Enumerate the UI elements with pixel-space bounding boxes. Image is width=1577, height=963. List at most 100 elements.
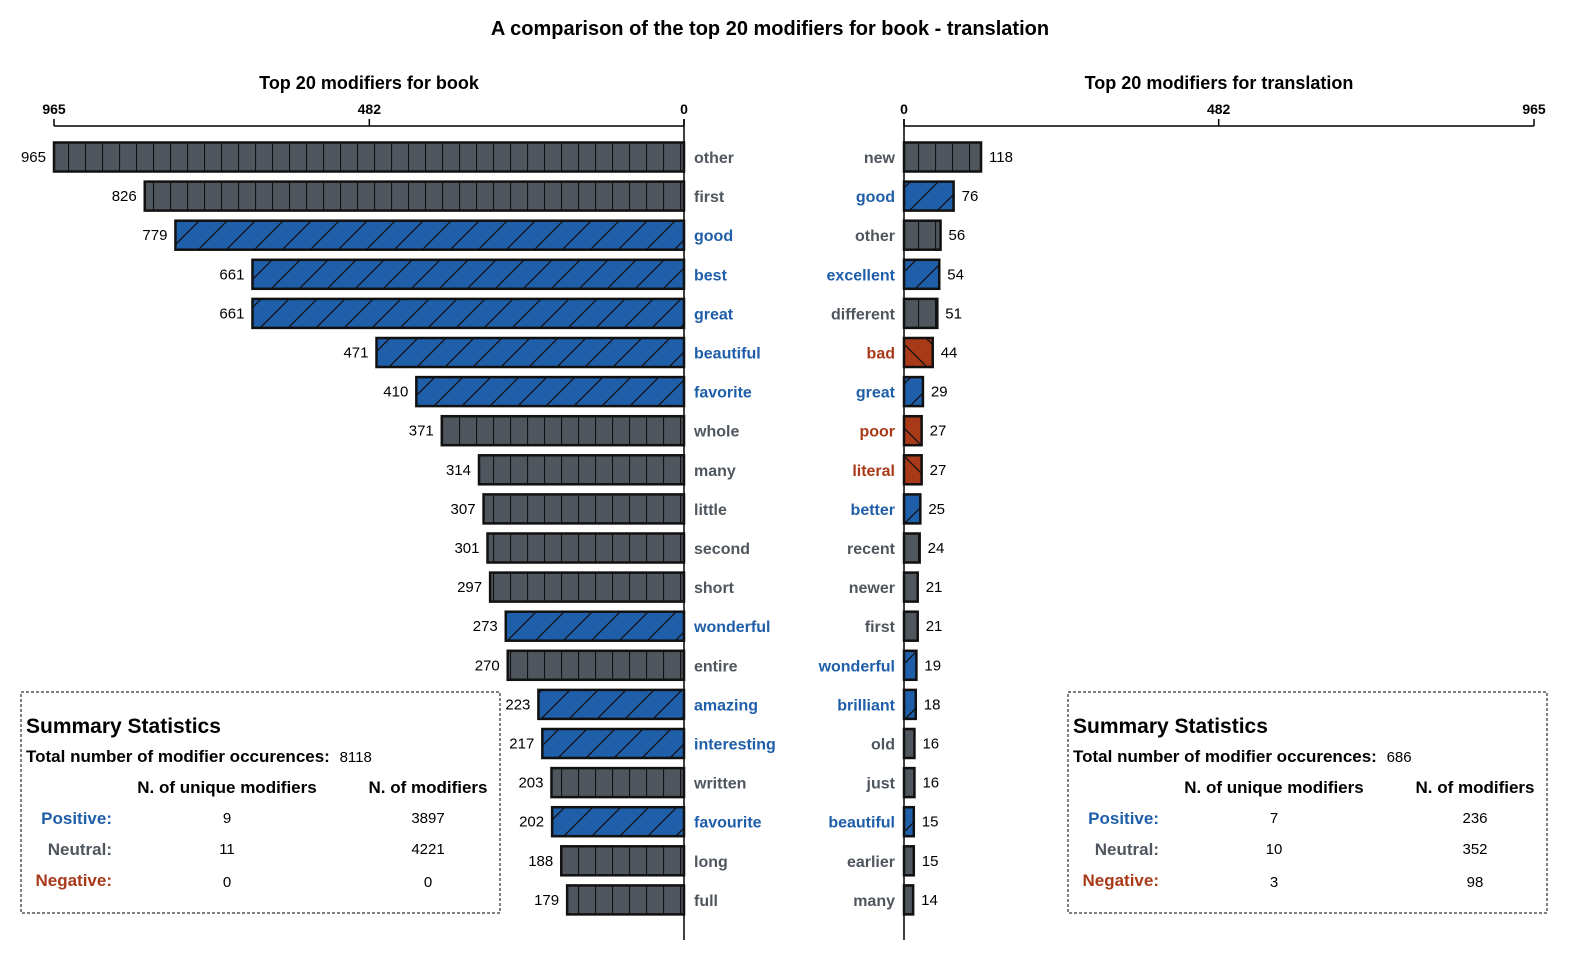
bar-long <box>560 845 686 877</box>
category-label: second <box>694 541 750 558</box>
bar-second <box>486 532 686 564</box>
bar-poor <box>902 414 923 447</box>
value-label: 21 <box>926 579 943 596</box>
category-label: best <box>694 267 728 284</box>
bar-favourite <box>550 805 686 838</box>
value-label: 301 <box>454 540 479 557</box>
value-label: 661 <box>219 305 244 322</box>
category-label: good <box>694 228 733 245</box>
panel-translation-ticks: 0 482 965 <box>900 101 1546 126</box>
bar-recent <box>902 532 921 564</box>
bar-best <box>251 258 686 291</box>
category-label: different <box>831 306 896 323</box>
summary-col-unique: N. of unique modifiers <box>137 778 316 797</box>
tick-label: 482 <box>1207 101 1231 117</box>
value-label: 223 <box>505 696 530 713</box>
value-label: 15 <box>922 814 939 831</box>
bar-just <box>902 766 916 799</box>
bar-great <box>902 375 925 408</box>
value-label: 217 <box>509 736 534 753</box>
chart-title: A comparison of the top 20 modifiers for… <box>491 18 1049 40</box>
summary-neutral-count: 352 <box>1462 841 1487 858</box>
summary-positive-label: Positive: <box>41 809 112 828</box>
bar-wonderful <box>902 649 918 682</box>
category-label: whole <box>693 424 739 441</box>
panel-translation: Top 20 modifiers for translation 0 482 965… <box>818 73 1548 940</box>
category-label: short <box>694 580 735 597</box>
bar-many <box>902 884 915 916</box>
value-label: 16 <box>922 775 939 792</box>
tick-label: 0 <box>900 101 908 117</box>
panel-book-bars: 965 other 826 first 779 good 661 best 661 great 47… <box>21 141 776 916</box>
bar-earlier <box>902 845 916 877</box>
value-label: 203 <box>518 775 543 792</box>
summary-negative-label: Negative: <box>35 871 112 890</box>
bar-first <box>902 610 919 642</box>
bar-wonderful <box>504 610 686 642</box>
category-label: great <box>694 306 734 323</box>
bar-newer <box>902 571 919 603</box>
category-label: beautiful <box>828 815 895 832</box>
summary-box <box>20 691 501 914</box>
value-label: 471 <box>343 345 368 362</box>
summary-positive-unique: 9 <box>223 810 231 827</box>
value-label: 118 <box>989 149 1013 166</box>
category-label: beautiful <box>694 346 761 363</box>
value-label: 16 <box>922 736 939 753</box>
bar-good <box>902 180 955 212</box>
category-label: amazing <box>694 697 758 714</box>
value-label: 24 <box>928 540 945 557</box>
category-label: newer <box>849 580 895 597</box>
bar-many <box>477 454 686 486</box>
value-label: 826 <box>112 188 137 205</box>
value-label: 202 <box>519 814 544 831</box>
value-label: 25 <box>928 501 945 518</box>
bar-beautiful <box>902 805 916 838</box>
bar-good <box>174 219 686 251</box>
category-label: good <box>856 189 895 206</box>
bar-literal <box>902 454 923 486</box>
category-label: better <box>851 502 895 519</box>
category-label: just <box>866 776 896 793</box>
category-label: first <box>865 619 896 636</box>
bar-amazing <box>537 688 686 721</box>
summary-negative-count: 98 <box>1467 874 1484 891</box>
category-label: written <box>693 776 746 793</box>
value-label: 19 <box>924 657 941 674</box>
summary-total: Total number of modifier occurences: 811… <box>26 747 372 766</box>
category-label: earlier <box>847 854 895 871</box>
category-label: poor <box>859 424 895 441</box>
bar-brilliant <box>902 688 918 721</box>
tick-label: 482 <box>358 101 382 117</box>
summary-col-unique: N. of unique modifiers <box>1184 778 1363 797</box>
value-label: 410 <box>383 384 408 401</box>
value-label: 15 <box>922 853 939 870</box>
value-label: 270 <box>475 657 500 674</box>
summary-total-value: 686 <box>1387 749 1412 766</box>
bar-short <box>488 571 686 603</box>
category-label: recent <box>847 541 896 558</box>
tick-label: 965 <box>42 101 66 117</box>
summary-neutral-count: 4221 <box>411 841 444 858</box>
value-label: 56 <box>949 227 966 244</box>
category-label: many <box>694 463 736 480</box>
bar-better <box>902 493 922 525</box>
summary-neutral-label: Neutral: <box>1095 840 1159 859</box>
category-label: interesting <box>694 737 776 754</box>
summary-total-value: 8118 <box>340 749 372 766</box>
category-label: favourite <box>694 815 762 832</box>
value-label: 965 <box>21 149 46 166</box>
summary-neutral-unique: 11 <box>219 841 235 858</box>
bar-entire <box>506 649 686 682</box>
summary-heading: Summary Statistics <box>1073 715 1268 738</box>
category-label: literal <box>852 463 895 480</box>
summary-neutral-label: Neutral: <box>48 840 112 859</box>
summary-total: Total number of modifier occurences: 686 <box>1073 747 1412 766</box>
summary-neutral-unique: 10 <box>1266 841 1283 858</box>
value-label: 779 <box>142 227 167 244</box>
value-label: 27 <box>930 423 947 440</box>
summary-box <box>1067 691 1548 914</box>
value-label: 27 <box>930 462 947 479</box>
summary-negative-unique: 3 <box>1270 874 1278 891</box>
